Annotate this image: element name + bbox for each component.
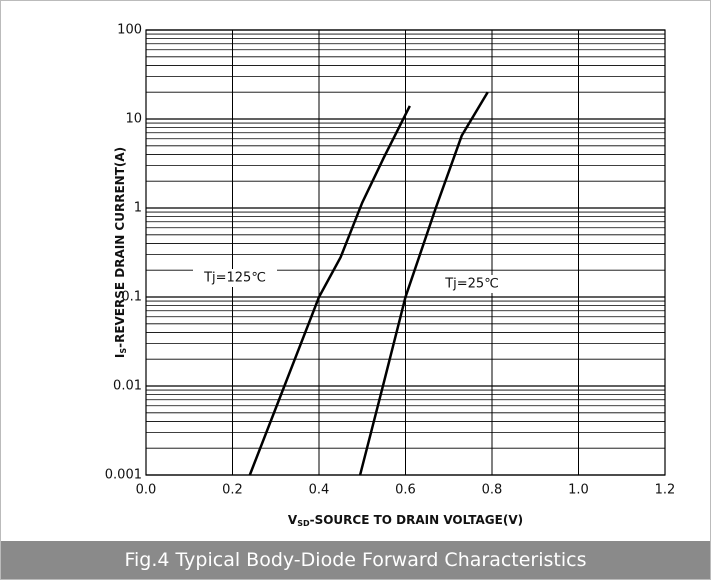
- series-line: [358, 91, 489, 476]
- x-tick-label: 1.2: [655, 483, 676, 498]
- y-axis-label-main: I: [113, 354, 127, 358]
- plot-frame: [145, 29, 666, 476]
- y-axis-label: IS-REVERSE DRAIN CURRENT(A): [113, 147, 128, 358]
- y-tick-label: 0.001: [105, 468, 142, 483]
- x-axis-label-sub: SD: [297, 519, 310, 528]
- y-tick-label: 1: [134, 201, 142, 216]
- y-tick-label: 0.1: [121, 290, 142, 305]
- y-tick-label: 0.01: [113, 379, 142, 394]
- annotation-bg: [430, 275, 514, 293]
- x-tick-label: 0.4: [309, 483, 330, 498]
- series-line: [248, 105, 411, 476]
- chart: 0.001 0.01 0.1 1 10 100 0.0 0.2 0.4 0.6 0.8 1.0 1.2 V…: [105, 23, 676, 528]
- y-axis-label-rest: -REVERSE DRAIN CURRENT(A): [113, 147, 127, 348]
- x-axis-label-main: V: [288, 513, 298, 527]
- caption: Fig.4 Typical Body-Diode Forward Charact…: [1, 541, 710, 579]
- y-tick-label: 10: [125, 112, 142, 127]
- annotation-bg: [193, 269, 277, 287]
- series-label: Tj=125℃: [203, 271, 266, 286]
- x-tick-label: 0.6: [395, 483, 416, 498]
- x-axis-label-rest: -SOURCE TO DRAIN VOLTAGE(V): [310, 513, 524, 527]
- y-axis-label-sub: S: [119, 348, 128, 354]
- x-tick-label: 1.0: [568, 483, 589, 498]
- y-tick-label: 100: [117, 23, 142, 38]
- x-tick-label: 0.2: [222, 483, 243, 498]
- x-axis-label: VSD-SOURCE TO DRAIN VOLTAGE(V): [288, 513, 523, 528]
- x-tick-label: 0.8: [482, 483, 503, 498]
- series-label: Tj=25℃: [444, 277, 499, 292]
- x-tick-label: 0.0: [136, 483, 157, 498]
